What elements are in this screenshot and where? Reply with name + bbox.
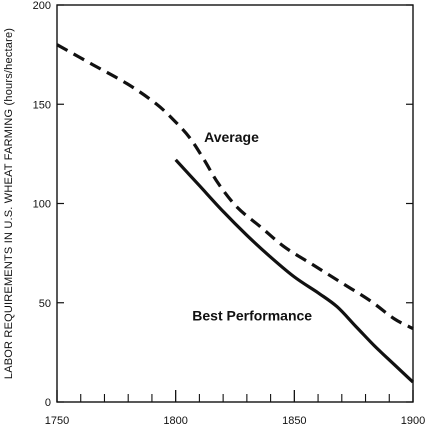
- series-label-best-performance: Best Performance: [192, 308, 312, 324]
- series-line-best-performance: [174, 158, 415, 384]
- x-tick-label: 1750: [45, 415, 69, 427]
- plot-frame: [56, 4, 414, 403]
- y-tick-label: 150: [33, 99, 51, 111]
- y-tick-label: 0: [45, 397, 51, 409]
- series-label-average: Average: [204, 129, 259, 145]
- series-line-average: [56, 43, 414, 331]
- x-tick-label: 1850: [282, 415, 306, 427]
- y-tick-label: 100: [33, 199, 51, 211]
- y-tick-label: 200: [33, 0, 51, 12]
- y-tick-label: 50: [39, 298, 51, 310]
- x-tick-label: 1800: [163, 415, 187, 427]
- x-tick-label: 1900: [401, 415, 425, 427]
- y-axis-title: LABOR REQUIREMENTS IN U.S. WHEAT FARMING…: [3, 28, 15, 379]
